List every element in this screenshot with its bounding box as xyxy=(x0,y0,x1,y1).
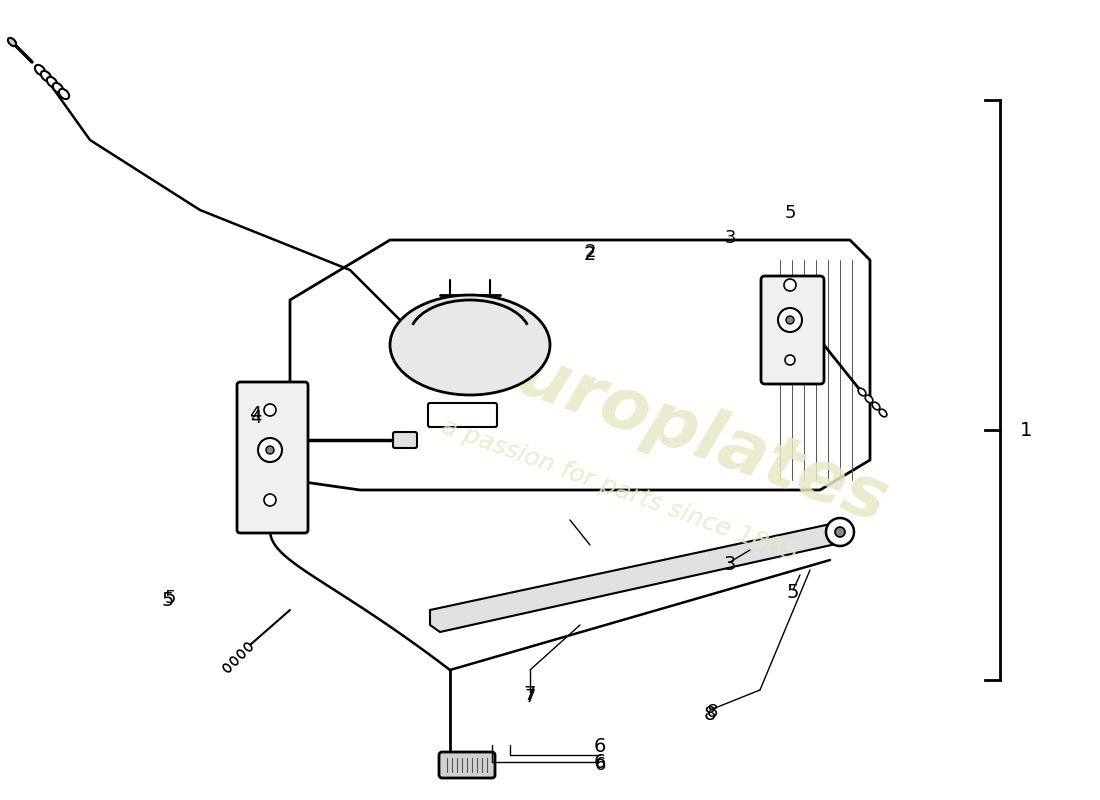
Text: 1: 1 xyxy=(1020,421,1033,439)
Text: 6: 6 xyxy=(594,753,606,771)
FancyBboxPatch shape xyxy=(393,432,417,448)
Ellipse shape xyxy=(230,657,238,665)
Circle shape xyxy=(264,494,276,506)
Circle shape xyxy=(826,518,854,546)
Text: 6: 6 xyxy=(594,756,606,774)
Text: a passion for parts since 1885: a passion for parts since 1885 xyxy=(439,414,802,566)
Ellipse shape xyxy=(53,83,63,93)
Text: 5: 5 xyxy=(786,582,800,602)
FancyBboxPatch shape xyxy=(439,752,495,778)
FancyBboxPatch shape xyxy=(761,276,824,384)
Circle shape xyxy=(264,404,276,416)
Circle shape xyxy=(258,438,282,462)
Ellipse shape xyxy=(35,65,45,75)
Circle shape xyxy=(266,446,274,454)
Text: 3: 3 xyxy=(724,555,736,574)
Text: europlates: europlates xyxy=(463,322,898,538)
Text: 8: 8 xyxy=(704,706,716,725)
Ellipse shape xyxy=(59,89,69,99)
Text: 3: 3 xyxy=(724,229,736,247)
Ellipse shape xyxy=(872,402,880,410)
Ellipse shape xyxy=(41,71,51,81)
Ellipse shape xyxy=(47,77,57,87)
Ellipse shape xyxy=(238,650,245,658)
Text: 2: 2 xyxy=(584,246,596,265)
Circle shape xyxy=(786,316,794,324)
Ellipse shape xyxy=(866,395,872,403)
Ellipse shape xyxy=(390,295,550,395)
Circle shape xyxy=(785,355,795,365)
Ellipse shape xyxy=(858,388,866,396)
Text: 8: 8 xyxy=(706,703,717,721)
Ellipse shape xyxy=(430,354,470,376)
FancyBboxPatch shape xyxy=(428,403,497,427)
Text: 5: 5 xyxy=(784,204,795,222)
Text: 4: 4 xyxy=(251,409,262,427)
Polygon shape xyxy=(430,522,848,632)
Text: 7: 7 xyxy=(525,688,536,706)
Ellipse shape xyxy=(223,664,231,672)
Text: 7: 7 xyxy=(524,686,536,705)
Text: 2: 2 xyxy=(584,243,596,261)
Circle shape xyxy=(784,279,796,291)
Ellipse shape xyxy=(244,643,252,651)
Ellipse shape xyxy=(8,38,16,46)
Text: 6: 6 xyxy=(594,738,606,757)
Text: 5: 5 xyxy=(164,589,176,607)
Text: 4: 4 xyxy=(249,406,261,425)
FancyBboxPatch shape xyxy=(236,382,308,533)
Ellipse shape xyxy=(879,409,887,417)
Text: 5: 5 xyxy=(162,590,174,610)
Circle shape xyxy=(835,527,845,537)
Circle shape xyxy=(778,308,802,332)
